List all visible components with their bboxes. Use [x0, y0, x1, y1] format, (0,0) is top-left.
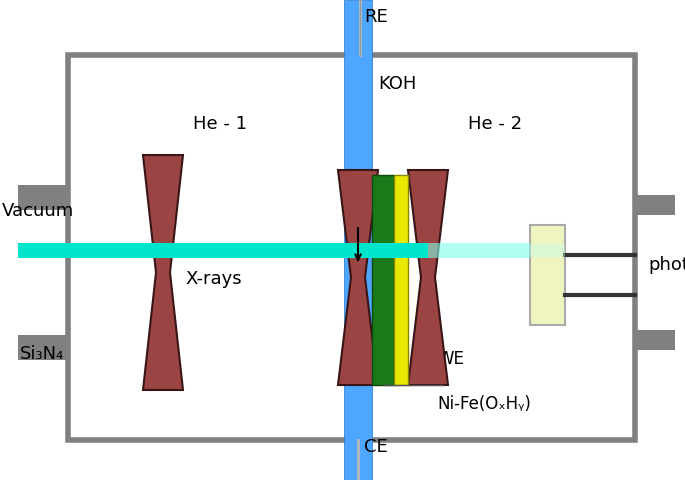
- Text: Vacuum: Vacuum: [2, 202, 74, 220]
- Text: WE: WE: [437, 350, 464, 368]
- Text: Ni-Fe(OₓHᵧ): Ni-Fe(OₓHᵧ): [437, 395, 531, 413]
- Text: RE: RE: [364, 8, 388, 26]
- Bar: [344, 0, 372, 480]
- Bar: [18, 243, 428, 258]
- Text: He - 1: He - 1: [193, 115, 247, 133]
- Bar: [530, 244, 565, 257]
- Text: photodiode: photodiode: [648, 256, 685, 274]
- Bar: [372, 175, 394, 385]
- Polygon shape: [408, 170, 448, 385]
- Bar: [530, 225, 565, 325]
- Text: He - 2: He - 2: [468, 115, 522, 133]
- Bar: [18, 335, 68, 360]
- Text: CE: CE: [364, 438, 388, 456]
- Bar: [635, 195, 675, 215]
- Bar: [68, 55, 635, 440]
- Polygon shape: [143, 155, 183, 390]
- Text: KOH: KOH: [378, 75, 416, 93]
- Polygon shape: [338, 170, 378, 385]
- Bar: [635, 330, 675, 350]
- Bar: [428, 243, 530, 258]
- Bar: [18, 185, 68, 210]
- Text: Si₃N₄: Si₃N₄: [20, 345, 64, 363]
- Text: X-rays: X-rays: [185, 270, 242, 288]
- Bar: [394, 175, 408, 385]
